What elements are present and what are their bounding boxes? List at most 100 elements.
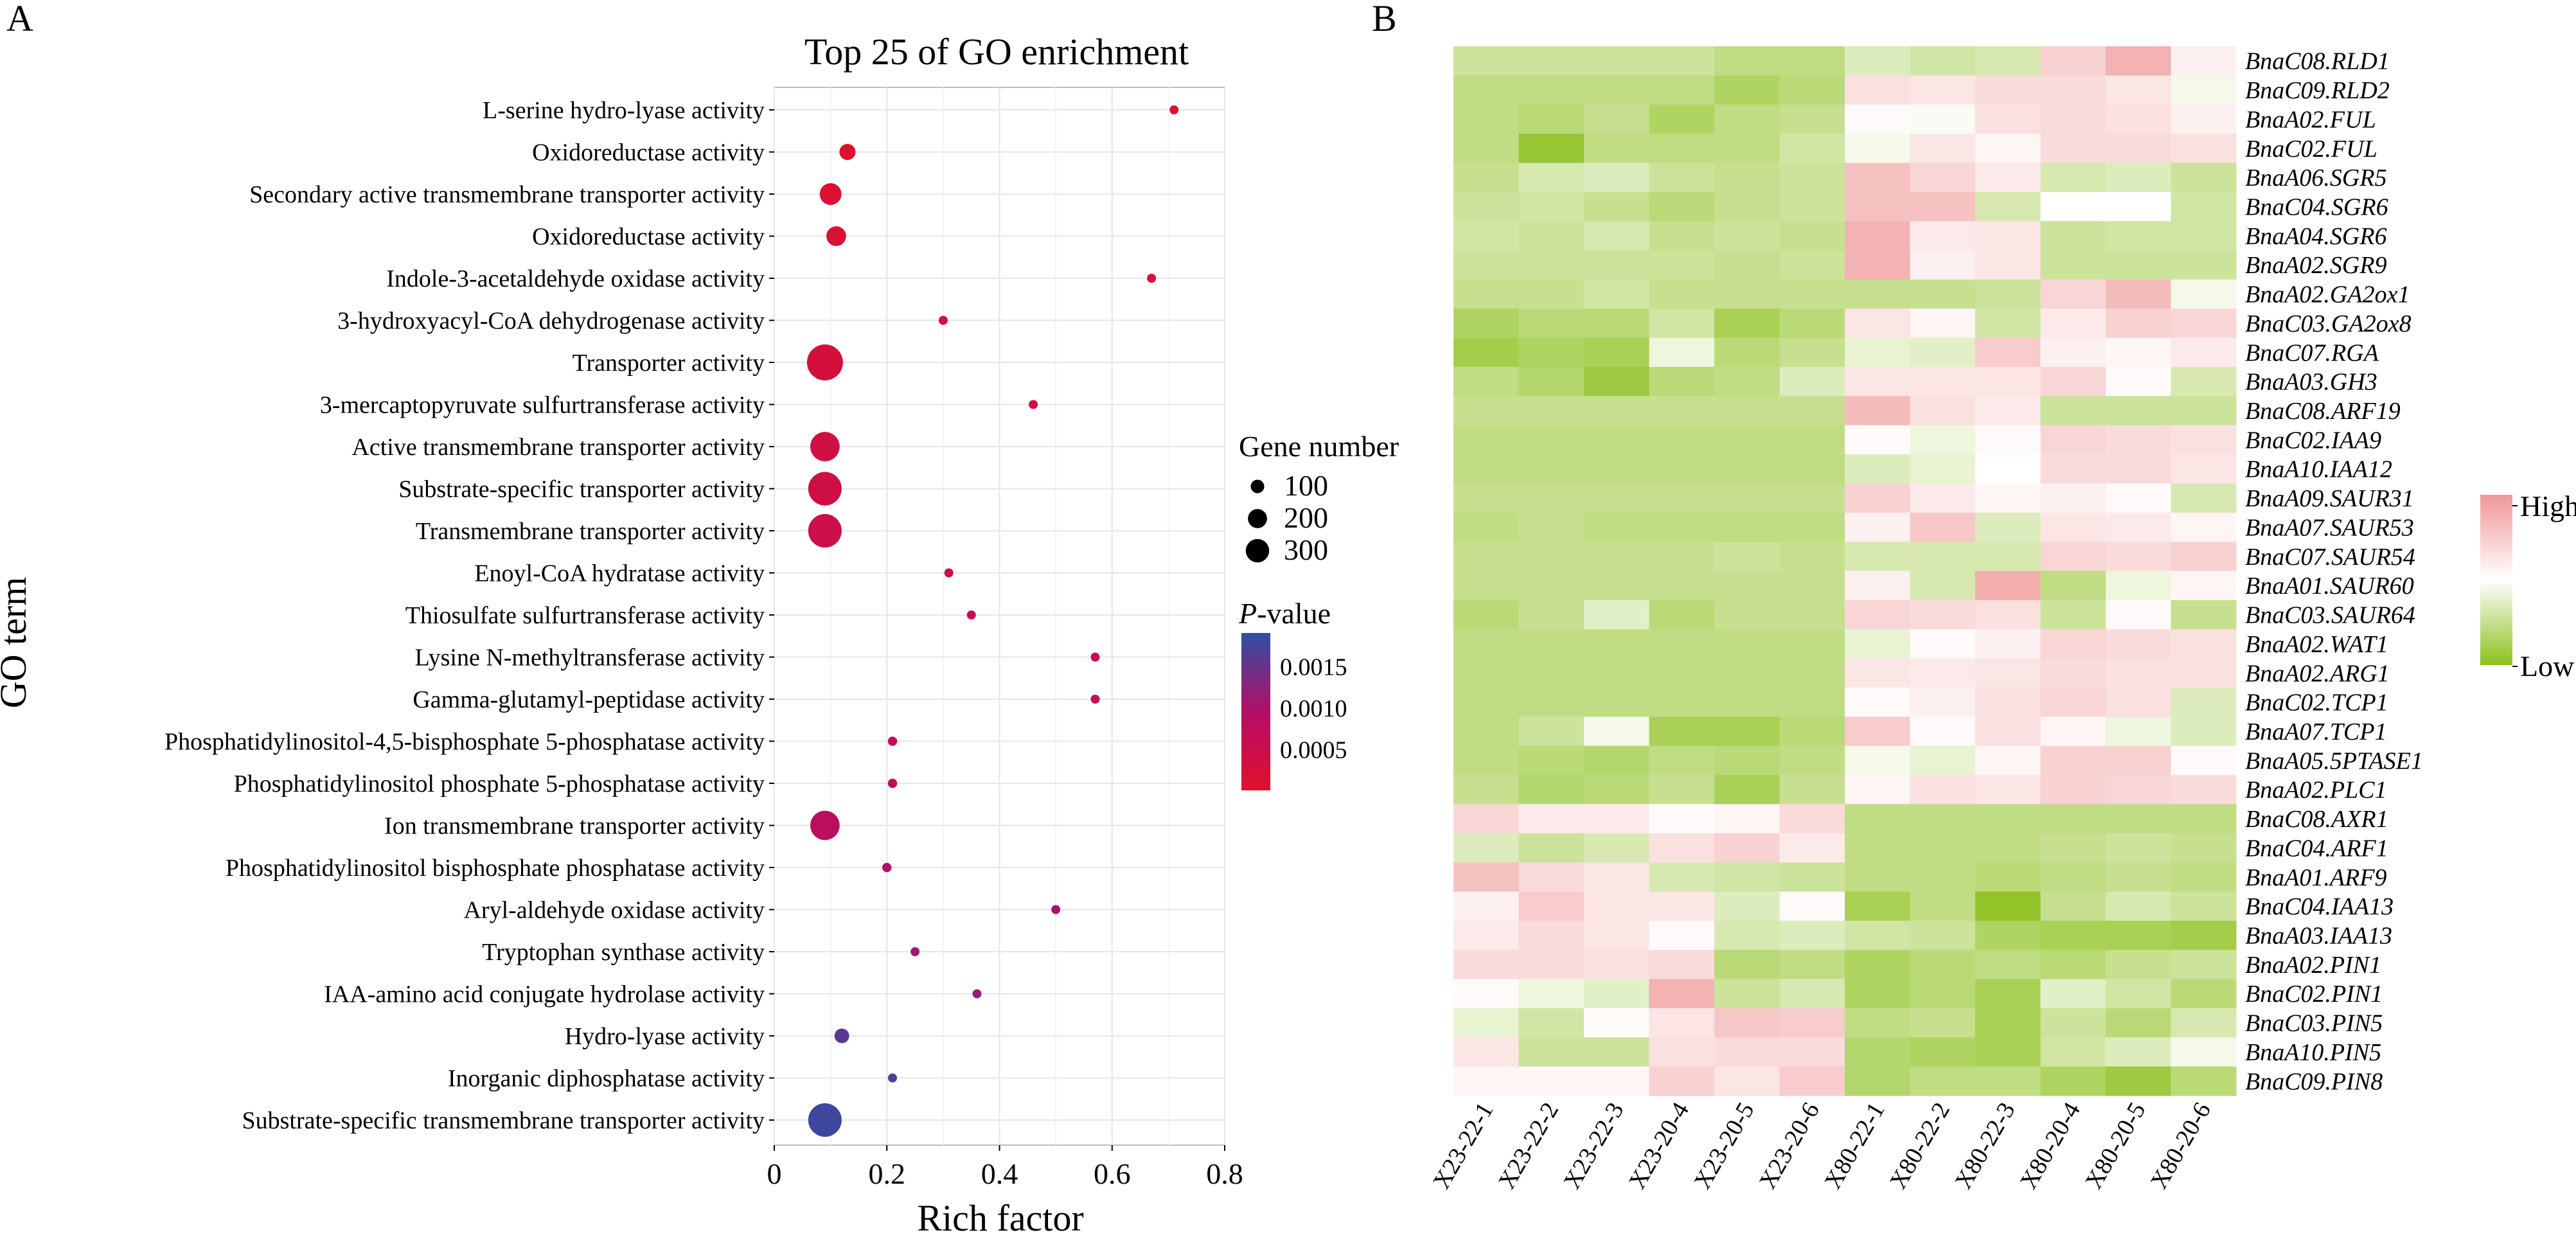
- heatmap-cell: [2040, 483, 2106, 513]
- heatmap-cell: [1845, 337, 1910, 368]
- enrichment-dot: [1029, 400, 1038, 409]
- heatmap-cell: [2106, 425, 2171, 455]
- p-legend-tick-label: 0.0015: [1280, 654, 1347, 681]
- heatmap-cell: [1779, 1008, 1845, 1038]
- heatmap-cell: [1453, 134, 1519, 163]
- heatmap-cell: [1453, 862, 1519, 892]
- heatmap-cell: [2040, 658, 2106, 688]
- heatmap-cell: [1845, 833, 1910, 863]
- heatmap-cell: [1584, 1037, 1649, 1067]
- heatmap-cell: [1714, 862, 1780, 892]
- heatmap-cell: [1453, 1066, 1519, 1096]
- heatmap-cell: [1649, 221, 1715, 251]
- heatmap-cell: [1779, 366, 1845, 396]
- heatmap-row-label: BnaC02.PIN1: [2245, 981, 2383, 1008]
- panel-b-letter: B: [1372, 0, 1397, 39]
- dotplot-y-axis-label: GO term: [0, 577, 34, 709]
- enrichment-dot: [808, 1103, 842, 1137]
- heatmap-cell: [1910, 512, 1976, 542]
- heatmap-cell: [1845, 191, 1910, 222]
- heatmap-cell: [1453, 396, 1519, 426]
- heatmap-cell: [1779, 833, 1845, 863]
- heatmap-cell: [2171, 833, 2237, 863]
- heatmap-cell: [2106, 366, 2171, 396]
- heatmap-cell: [2106, 716, 2171, 747]
- heatmap-cell: [1975, 250, 2041, 280]
- heatmap-cell: [1584, 950, 1649, 980]
- heatmap-cell: [1714, 134, 1780, 163]
- enrichment-dot: [966, 610, 976, 619]
- heatmap-cell: [1518, 163, 1585, 193]
- enrichment-dot: [887, 778, 898, 788]
- p-value-colorbar: [1241, 633, 1270, 790]
- heatmap-cell: [1910, 308, 1976, 339]
- heatmap-cell: [1975, 629, 2041, 659]
- heatmap-cell: [1910, 775, 1976, 805]
- heatmap-row-label: BnaA02.FUL: [2245, 106, 2376, 133]
- heatmap-row-label: BnaA07.SAUR53: [2245, 514, 2414, 541]
- go-term-label: Active transmembrane transporter activit…: [351, 434, 765, 461]
- heatmap-cell: [1845, 950, 1910, 980]
- heatmap-row-label: BnaC04.ARF1: [2245, 835, 2388, 862]
- heatmap-cell: [1649, 512, 1715, 542]
- heatmap-cell: [2040, 804, 2106, 834]
- enrichment-dot: [1090, 695, 1100, 704]
- heatmap-cell: [2171, 250, 2237, 280]
- heatmap-cell: [1910, 745, 1976, 776]
- heatmap-cell: [1975, 1008, 2041, 1038]
- heatmap-cell: [1518, 104, 1585, 134]
- heatmap-cell: [1453, 1037, 1519, 1067]
- go-term-label: Thiosulfate sulfurtransferase activity: [405, 602, 765, 629]
- heatmap-cell: [1714, 629, 1780, 659]
- heatmap-cell: [1714, 221, 1780, 251]
- heatmap-cell: [1779, 571, 1845, 601]
- heatmap-cell: [1518, 833, 1585, 863]
- heatmap-column-label: X23-22-3: [1558, 1098, 1629, 1194]
- heatmap-row-label: BnaA10.IAA12: [2245, 456, 2392, 483]
- x-tick-label: 0.6: [1094, 1157, 1131, 1190]
- heatmap-cell: [1649, 46, 1715, 76]
- heatmap-cell: [1910, 833, 1976, 863]
- heatmap-cell: [2106, 221, 2171, 251]
- enrichment-dot: [1051, 905, 1061, 914]
- heatmap-cell: [1714, 979, 1780, 1009]
- heatmap-cell: [1518, 425, 1585, 455]
- heatmap-cell: [1910, 46, 1976, 76]
- heatmap-cell: [1518, 571, 1585, 601]
- heatmap-cell: [1584, 600, 1649, 630]
- enrichment-dot: [944, 568, 954, 578]
- heatmap-cell: [1649, 104, 1715, 134]
- heatmap-cell: [2040, 862, 2106, 892]
- heatmap-cell: [1910, 600, 1976, 630]
- heatmap-cell: [1518, 862, 1585, 892]
- heatmap-cell: [1649, 396, 1715, 426]
- heatmap-cell: [1518, 979, 1585, 1009]
- heatmap-cell: [2106, 134, 2171, 163]
- heatmap-cell: [1518, 1037, 1585, 1067]
- gene-number-legend-title: Gene number: [1239, 430, 1399, 463]
- x-tick-label: 0.2: [869, 1157, 906, 1190]
- heatmap-row-label: BnaA03.IAA13: [2245, 923, 2392, 950]
- heatmap-column-label: X80-20-6: [2145, 1098, 2216, 1194]
- heatmap-cell: [1714, 571, 1780, 601]
- heatmap-cell: [2171, 308, 2237, 339]
- heatmap-column-label: X23-22-1: [1428, 1098, 1498, 1194]
- heatmap-cell: [1714, 308, 1780, 339]
- heatmap-cell: [1649, 629, 1715, 659]
- go-term-label: Aryl-aldehyde oxidase activity: [463, 897, 765, 924]
- heatmap-cell: [1910, 337, 1976, 368]
- heatmap-cell: [2171, 571, 2237, 601]
- heatmap-row-label: BnaC08.RLD1: [2245, 48, 2390, 75]
- heatmap-cell: [1584, 687, 1649, 717]
- heatmap-cell: [1910, 862, 1976, 892]
- heatmap-cell: [2106, 745, 2171, 776]
- heatmap-cell: [2106, 46, 2171, 76]
- heatmap-cell: [1714, 658, 1780, 688]
- heatmap-row-label: BnaC07.SAUR54: [2245, 544, 2415, 571]
- heatmap-cell: [1518, 687, 1585, 717]
- heatmap-row-label: BnaA07.TCP1: [2245, 718, 2387, 745]
- heatmap-cell: [1845, 804, 1910, 834]
- heatmap-cell: [1845, 745, 1910, 776]
- enrichment-dot: [819, 183, 842, 205]
